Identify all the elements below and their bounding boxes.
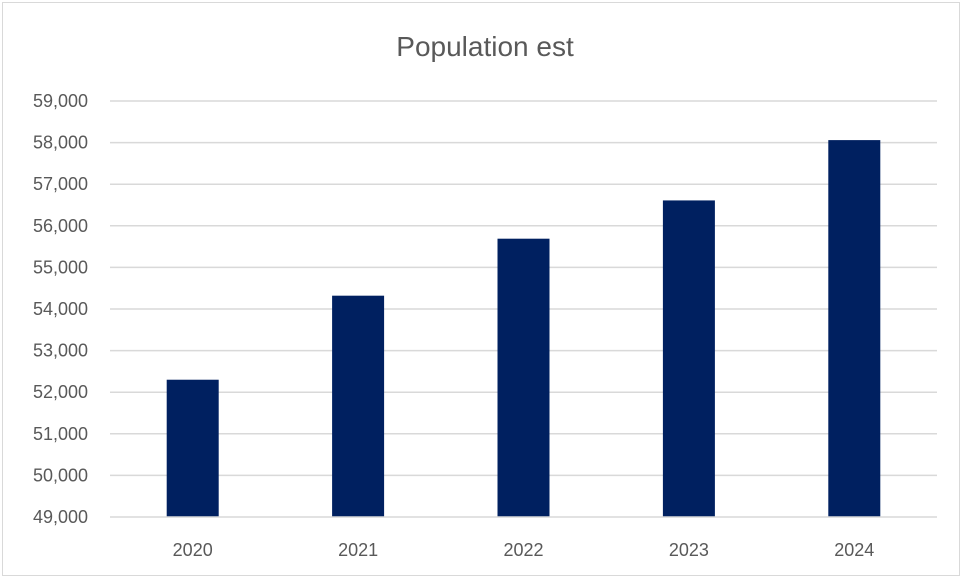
x-axis-tick-labels: 2020 2021 2022 2023 2024 — [173, 540, 875, 560]
y-tick-label: 54,000 — [33, 299, 88, 319]
y-tick-label: 53,000 — [33, 341, 88, 361]
y-tick-label: 55,000 — [33, 257, 88, 277]
gridlines — [110, 100, 937, 477]
chart-title: Population est — [396, 31, 574, 62]
x-tick-label: 2020 — [173, 540, 213, 560]
y-tick-label: 49,000 — [33, 507, 88, 527]
y-tick-label: 56,000 — [33, 216, 88, 236]
bars — [166, 140, 881, 518]
y-tick-label: 51,000 — [33, 424, 88, 444]
bar-2023 — [662, 200, 715, 517]
y-axis-tick-labels: 49,000 50,000 51,000 52,000 53,000 54,000 55,0… — [33, 91, 88, 527]
y-tick-label: 59,000 — [33, 91, 88, 111]
x-tick-label: 2024 — [834, 540, 874, 560]
bar-2022 — [497, 238, 550, 518]
x-tick-label: 2023 — [669, 540, 709, 560]
y-tick-label: 57,000 — [33, 174, 88, 194]
y-tick-label: 52,000 — [33, 382, 88, 402]
y-tick-label: 50,000 — [33, 465, 88, 485]
bar-2021 — [332, 295, 385, 517]
x-tick-label: 2022 — [503, 540, 543, 560]
x-tick-label: 2021 — [338, 540, 378, 560]
y-tick-label: 58,000 — [33, 133, 88, 153]
bar-2020 — [166, 379, 219, 517]
bar-2024 — [828, 140, 881, 517]
